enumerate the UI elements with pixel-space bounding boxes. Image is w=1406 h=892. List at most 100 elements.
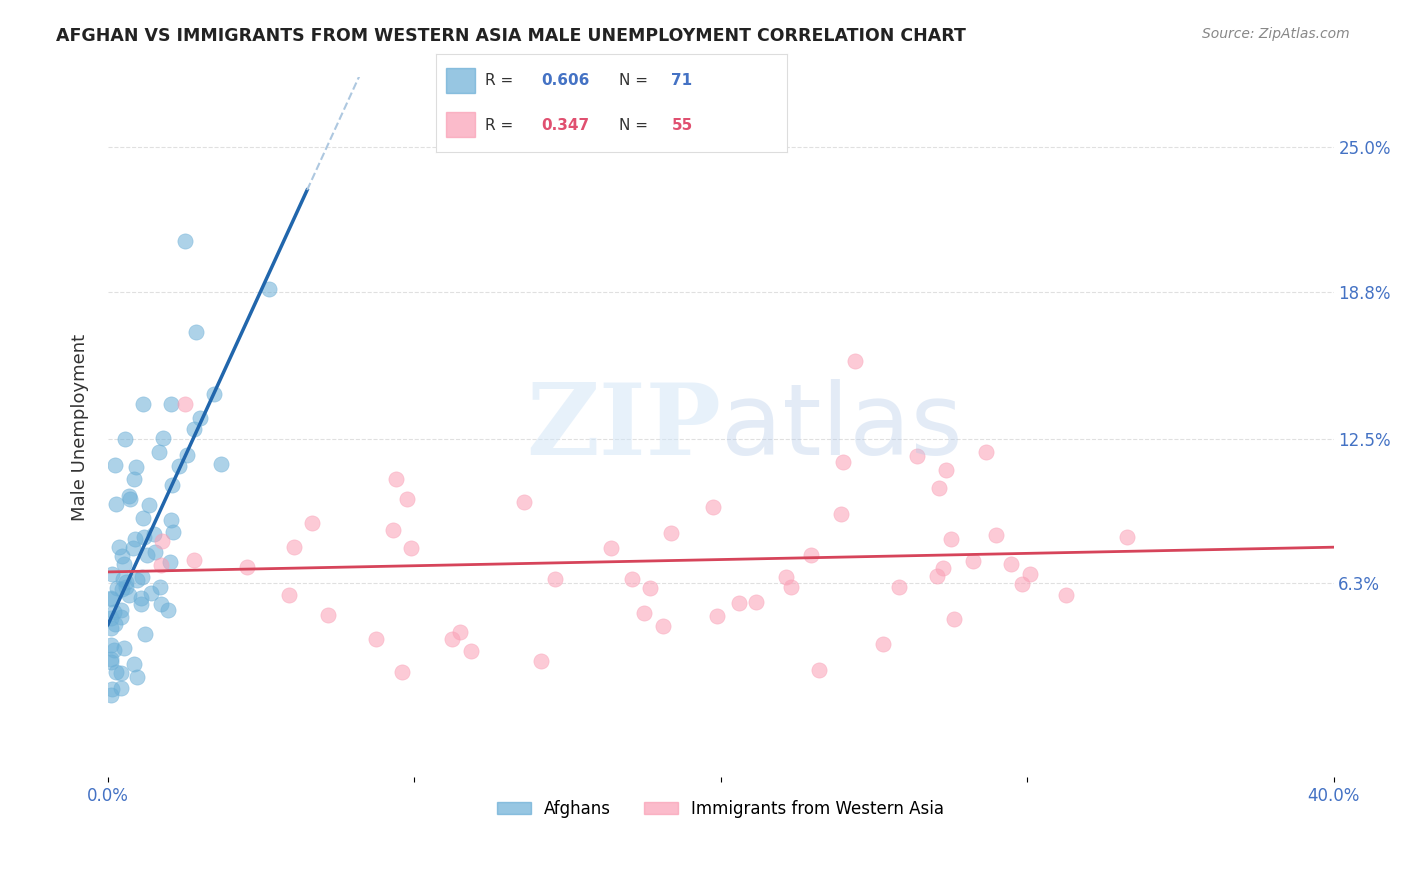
Point [162, 524, 184, 539]
Point [112, 558, 135, 572]
Point [118, 489, 141, 503]
Point [962, 554, 984, 568]
Point [107, 540, 129, 554]
Point [134, 627, 156, 641]
Point [173, 397, 195, 411]
Point [134, 530, 156, 544]
Point [152, 431, 174, 445]
Point [114, 432, 136, 446]
Point [974, 445, 997, 459]
Point [132, 396, 155, 410]
Text: 55: 55 [672, 118, 693, 133]
Point [111, 582, 134, 596]
Point [1116, 530, 1139, 544]
Point [132, 511, 155, 525]
Point [872, 637, 894, 651]
Point [399, 541, 422, 555]
Point [124, 532, 146, 546]
Point [932, 561, 955, 575]
Text: ZIP: ZIP [526, 378, 721, 475]
Point [391, 665, 413, 680]
Point [209, 457, 232, 471]
Point [105, 665, 128, 679]
Point [105, 497, 128, 511]
Point [103, 605, 125, 619]
Point [202, 387, 225, 401]
Point [139, 586, 162, 600]
Point [530, 654, 553, 668]
Point [316, 607, 339, 622]
Point [832, 455, 855, 469]
Point [143, 527, 166, 541]
Point [111, 572, 134, 586]
Point [440, 632, 463, 647]
Point [135, 548, 157, 562]
Point [744, 595, 766, 609]
Point [110, 602, 132, 616]
Point [807, 663, 830, 677]
Point [150, 533, 173, 548]
Point [638, 581, 661, 595]
Text: 71: 71 [672, 73, 693, 88]
Point [907, 449, 929, 463]
Point [706, 609, 728, 624]
Point [1000, 558, 1022, 572]
Point [935, 463, 957, 477]
Point [173, 234, 195, 248]
Point [943, 612, 966, 626]
Point [652, 618, 675, 632]
Point [120, 491, 142, 506]
Point [159, 554, 181, 568]
Point [101, 681, 124, 696]
Point [396, 492, 419, 507]
Point [143, 545, 166, 559]
Point [157, 603, 180, 617]
Point [160, 396, 183, 410]
Point [100, 592, 122, 607]
Point [385, 472, 408, 486]
Point [148, 445, 170, 459]
Point [114, 580, 136, 594]
Point [800, 548, 823, 562]
Point [277, 588, 299, 602]
Point [259, 281, 281, 295]
Point [100, 621, 122, 635]
Point [100, 566, 122, 581]
Text: Source: ZipAtlas.com: Source: ZipAtlas.com [1202, 27, 1350, 41]
Point [544, 572, 567, 586]
Point [283, 540, 305, 554]
Point [183, 422, 205, 436]
Point [124, 472, 146, 486]
Point [169, 459, 191, 474]
Point [702, 500, 724, 514]
Point [100, 688, 122, 702]
Text: N =: N = [619, 73, 652, 88]
Text: N =: N = [619, 118, 652, 133]
FancyBboxPatch shape [447, 68, 475, 93]
Point [122, 541, 145, 555]
Point [176, 448, 198, 462]
Point [104, 458, 127, 472]
Point [124, 657, 146, 671]
Point [1018, 567, 1040, 582]
Point [775, 570, 797, 584]
FancyBboxPatch shape [447, 112, 475, 137]
Point [927, 568, 949, 582]
Point [889, 580, 911, 594]
Point [110, 665, 132, 680]
Point [830, 507, 852, 521]
Point [844, 353, 866, 368]
Point [112, 640, 135, 655]
Text: R =: R = [485, 73, 519, 88]
Point [1011, 576, 1033, 591]
Point [104, 616, 127, 631]
Point [131, 597, 153, 611]
Point [599, 541, 621, 556]
Legend: Afghans, Immigrants from Western Asia: Afghans, Immigrants from Western Asia [491, 793, 950, 824]
Point [110, 610, 132, 624]
Point [620, 572, 643, 586]
Point [449, 625, 471, 640]
Text: 0.347: 0.347 [541, 118, 589, 133]
Point [939, 532, 962, 546]
Point [100, 652, 122, 666]
